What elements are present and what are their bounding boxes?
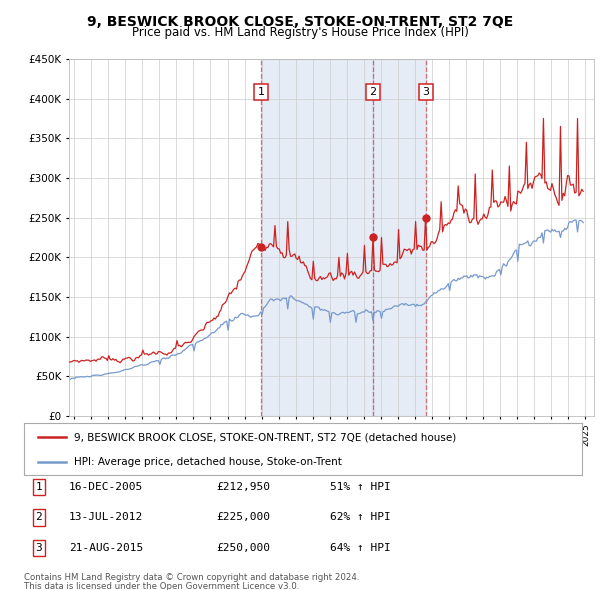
- Text: 13-JUL-2012: 13-JUL-2012: [69, 513, 143, 522]
- Text: HPI: Average price, detached house, Stoke-on-Trent: HPI: Average price, detached house, Stok…: [74, 457, 342, 467]
- Text: £225,000: £225,000: [216, 513, 270, 522]
- Text: 1: 1: [257, 87, 265, 97]
- Text: 2: 2: [370, 87, 377, 97]
- Text: 62% ↑ HPI: 62% ↑ HPI: [330, 513, 391, 522]
- Text: Contains HM Land Registry data © Crown copyright and database right 2024.: Contains HM Land Registry data © Crown c…: [24, 573, 359, 582]
- Bar: [261, 59, 373, 416]
- Text: 9, BESWICK BROOK CLOSE, STOKE-ON-TRENT, ST2 7QE: 9, BESWICK BROOK CLOSE, STOKE-ON-TRENT, …: [87, 15, 513, 29]
- Text: £250,000: £250,000: [216, 543, 270, 553]
- Bar: [373, 59, 426, 416]
- Text: 21-AUG-2015: 21-AUG-2015: [69, 543, 143, 553]
- Text: 1: 1: [35, 482, 43, 491]
- Text: This data is licensed under the Open Government Licence v3.0.: This data is licensed under the Open Gov…: [24, 582, 299, 590]
- Text: £212,950: £212,950: [216, 482, 270, 491]
- Text: 9, BESWICK BROOK CLOSE, STOKE-ON-TRENT, ST2 7QE (detached house): 9, BESWICK BROOK CLOSE, STOKE-ON-TRENT, …: [74, 432, 457, 442]
- Text: 51% ↑ HPI: 51% ↑ HPI: [330, 482, 391, 491]
- Text: Price paid vs. HM Land Registry's House Price Index (HPI): Price paid vs. HM Land Registry's House …: [131, 26, 469, 39]
- Text: 2: 2: [35, 513, 43, 522]
- Text: 64% ↑ HPI: 64% ↑ HPI: [330, 543, 391, 553]
- Text: 16-DEC-2005: 16-DEC-2005: [69, 482, 143, 491]
- Text: 3: 3: [422, 87, 430, 97]
- Text: 3: 3: [35, 543, 43, 553]
